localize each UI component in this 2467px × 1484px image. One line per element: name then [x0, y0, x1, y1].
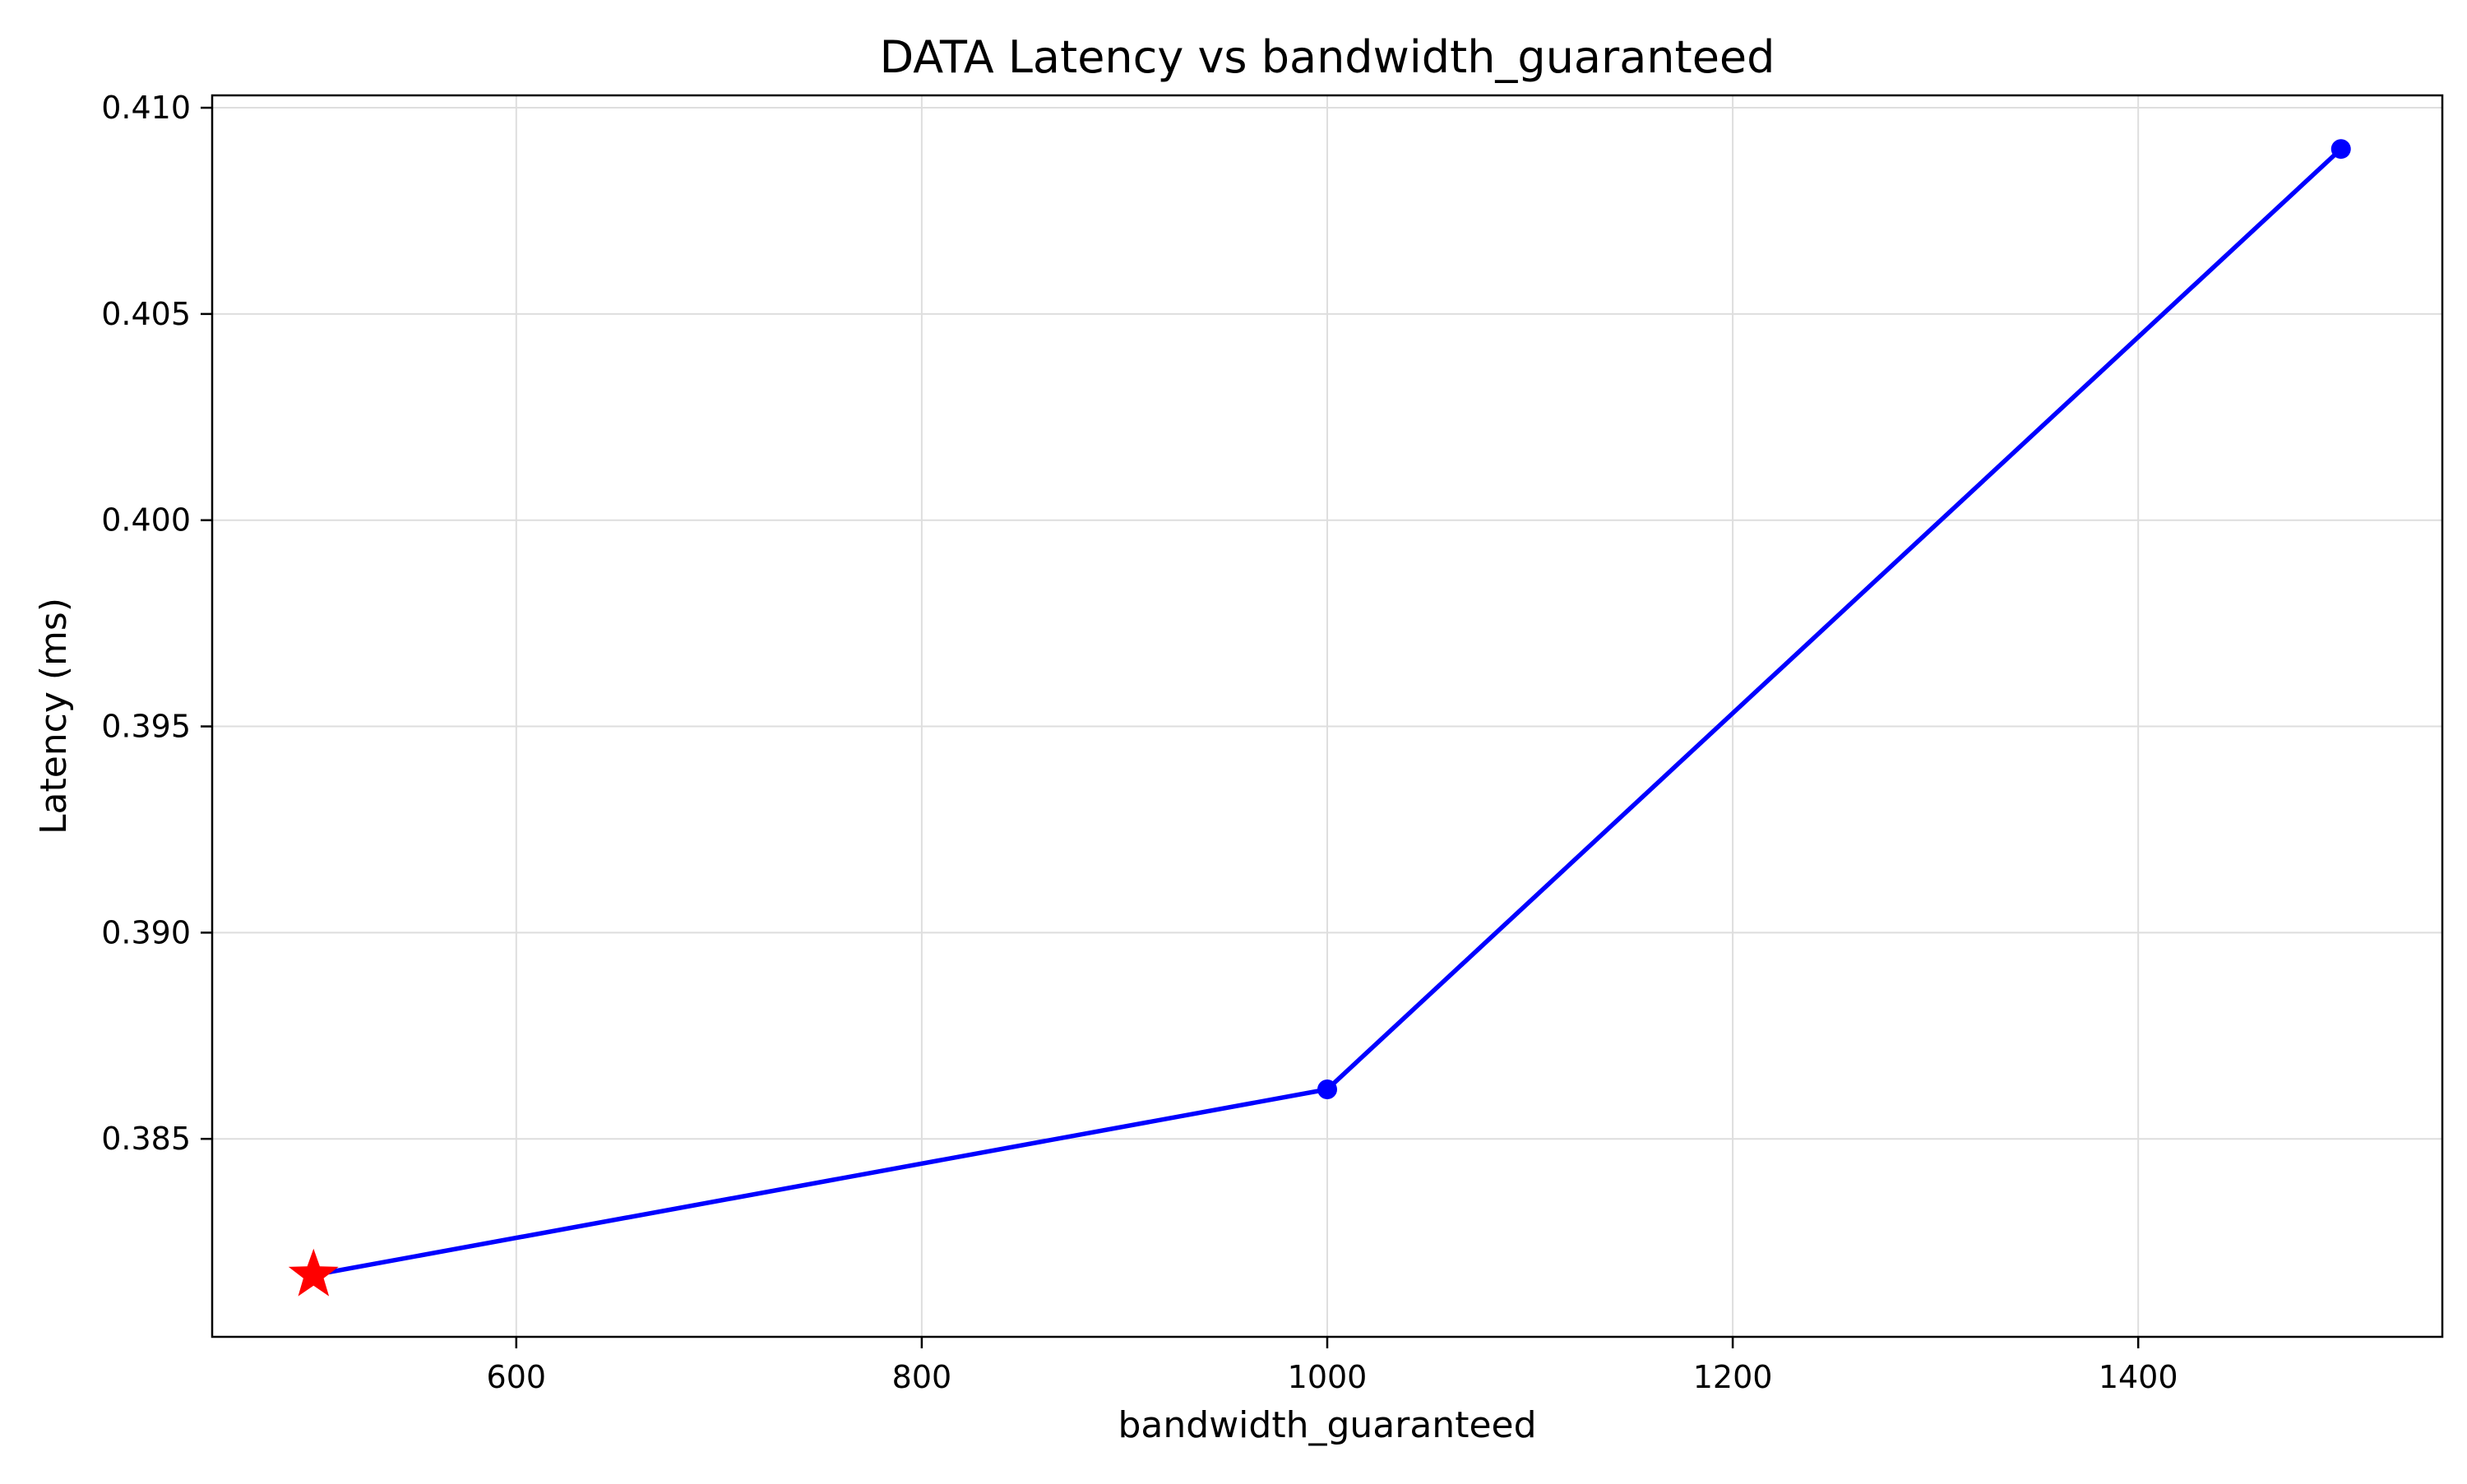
y-axis: 0.385 0.390 0.395 0.400 0.405 0.410	[101, 90, 212, 1157]
x-tick-label: 800	[892, 1359, 952, 1395]
x-axis-label: bandwidth_guaranteed	[1118, 1404, 1536, 1446]
series-layer	[288, 139, 2351, 1297]
x-tick-label: 1200	[1693, 1359, 1773, 1395]
y-tick-label: 0.385	[101, 1121, 191, 1157]
y-tick-label: 0.405	[101, 296, 191, 332]
data-point	[1317, 1079, 1337, 1100]
x-tick-label: 1400	[2099, 1359, 2178, 1395]
x-tick-label: 1000	[1288, 1359, 1368, 1395]
x-axis: 600 800 1000 1200 1400	[487, 1337, 2178, 1395]
y-axis-label: Latency (ms)	[33, 598, 75, 834]
y-tick-label: 0.410	[101, 90, 191, 126]
chart-title: DATA Latency vs bandwidth_guaranteed	[880, 31, 1775, 83]
highlight-star-marker	[288, 1248, 339, 1297]
y-tick-label: 0.400	[101, 502, 191, 539]
y-tick-label: 0.390	[101, 914, 191, 950]
grid	[212, 95, 2442, 1337]
data-point	[2330, 139, 2351, 159]
y-tick-label: 0.395	[101, 709, 191, 745]
x-tick-label: 600	[487, 1359, 547, 1395]
